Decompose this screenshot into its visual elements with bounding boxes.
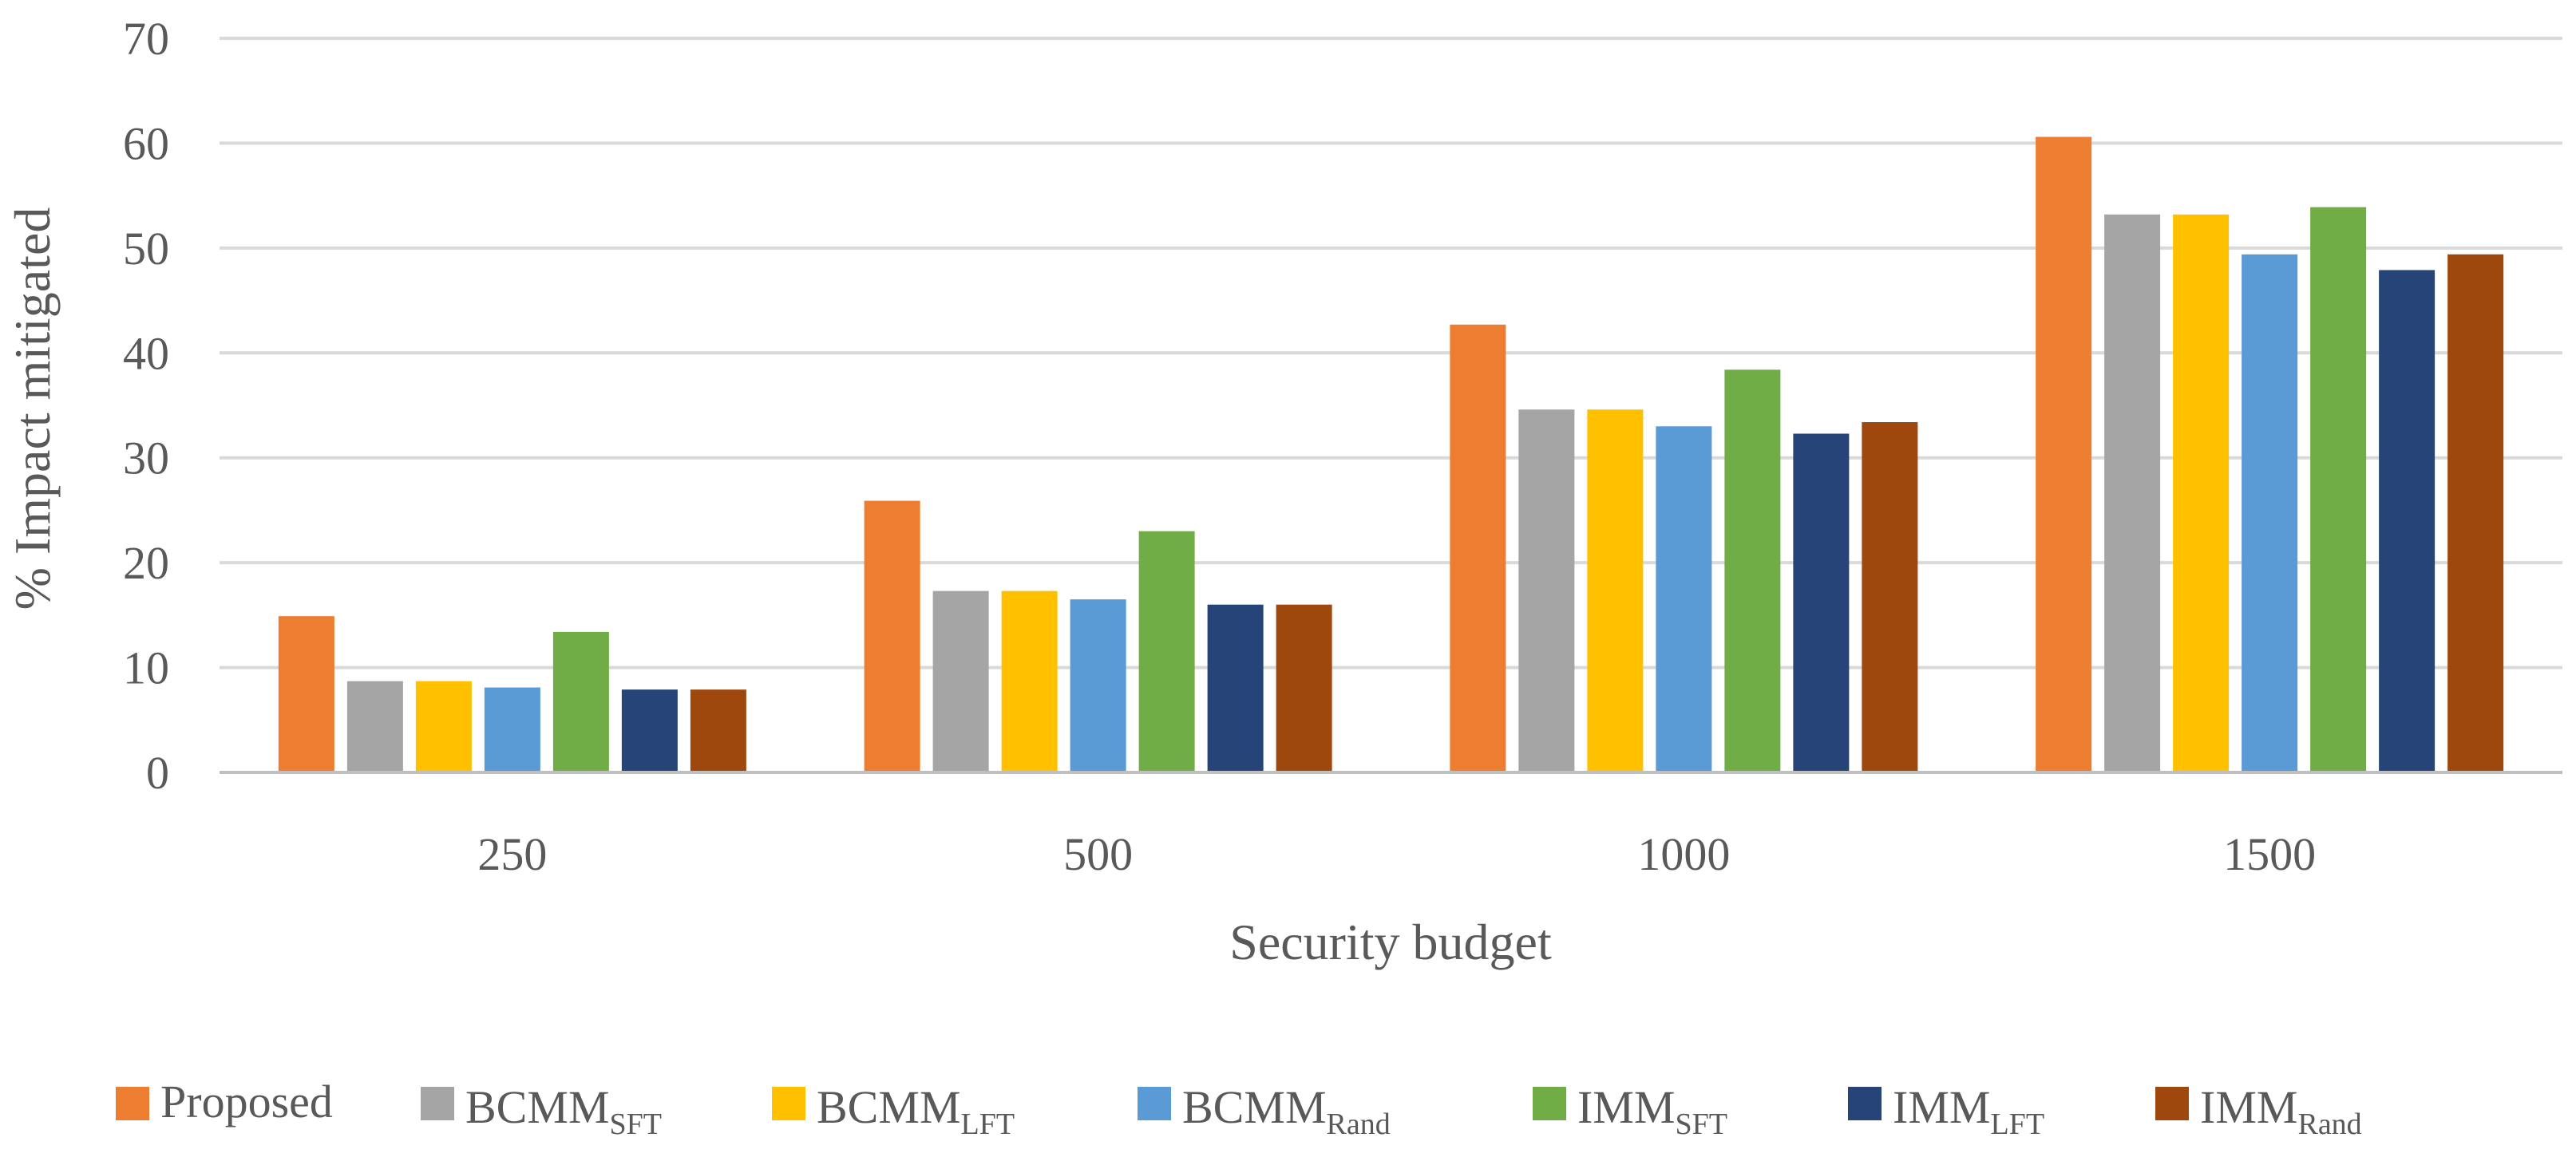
bar [1070,599,1126,772]
bar [864,500,920,772]
legend-label-main: IMM [1893,1081,1990,1133]
bar [1656,426,1712,772]
bar [1518,409,1575,772]
legend: Proposed BCMMSFT BCMMLFT BCMMRand IMMSFT IMML… [116,1076,2362,1141]
bar [1207,604,1264,772]
y-axis-ticks: 0 10 20 30 40 50 60 70 [123,13,169,799]
x-tick-label: 500 [1063,828,1133,880]
bar [1793,433,1850,772]
legend-swatch [1848,1087,1882,1120]
y-tick-label: 40 [123,327,169,379]
bar [2379,270,2436,772]
bar [2242,254,2298,772]
bar [346,681,403,772]
x-tick-label: 250 [477,828,547,880]
legend-item: BCMMLFT [772,1081,1015,1141]
legend-swatch [772,1087,805,1120]
legend-label-main: Proposed [160,1076,333,1127]
legend-label-subscript: LFT [961,1108,1015,1141]
legend-label-main: BCMM [1182,1081,1327,1133]
legend-swatch [116,1087,149,1120]
bar [2104,214,2161,772]
legend-label: BCMMRand [1182,1081,1391,1141]
legend-label-main: IMM [2200,1081,2297,1133]
y-tick-label: 60 [123,117,169,169]
legend-label: BCMMSFT [465,1081,662,1141]
legend-swatch [1533,1087,1566,1120]
x-tick-label: 1000 [1637,828,1730,880]
bars [220,136,2562,774]
legend-label: Proposed [160,1076,333,1127]
legend-label: IMMRand [2200,1081,2362,1141]
legend-item: BCMMSFT [421,1081,662,1141]
y-axis-title: % Impact mitigated [4,207,61,610]
legend-item: BCMMRand [1138,1081,1391,1141]
legend-label-subscript: SFT [1675,1108,1727,1141]
bar [690,689,746,772]
bar [932,590,989,772]
bar [2447,254,2504,772]
legend-item: IMMRand [2155,1081,2362,1141]
y-tick-label: 10 [123,642,169,694]
bar [2310,207,2367,773]
legend-label-subscript: Rand [2297,1108,2361,1141]
legend-swatch [421,1087,454,1120]
legend-label-main: BCMM [817,1081,961,1133]
legend-label-subscript: LFT [1990,1108,2044,1141]
bar [1724,369,1781,772]
legend-swatch [2155,1087,2189,1120]
gridlines [220,37,2562,774]
bar [484,687,540,772]
legend-item: IMMSFT [1533,1081,1727,1141]
bar [1276,604,1332,772]
bar [552,631,609,772]
bar [2173,214,2230,772]
legend-label-main: BCMM [465,1081,610,1133]
legend-label-subscript: Rand [1327,1108,1391,1141]
y-tick-label: 70 [123,13,169,65]
bar [2036,136,2092,773]
y-tick-label: 50 [123,223,169,274]
legend-label: IMMLFT [1893,1081,2044,1141]
bar [1001,590,1058,772]
y-tick-label: 20 [123,537,169,589]
bar [415,681,472,772]
bar [1862,422,1918,772]
bar [278,616,334,772]
bar [1450,324,1506,772]
bar [1587,409,1644,772]
legend-item: IMMLFT [1848,1081,2044,1141]
y-tick-label: 0 [146,747,169,799]
legend-label: IMMSFT [1577,1081,1727,1141]
legend-label-subscript: SFT [610,1108,662,1141]
legend-swatch [1138,1087,1171,1120]
bar [1138,531,1195,772]
legend-item: Proposed [116,1076,333,1127]
x-axis-title: Security budget [1229,914,1552,970]
y-tick-label: 30 [123,432,169,484]
legend-label-main: IMM [1577,1081,1675,1133]
x-axis-ticks: 250 500 1000 1500 [477,828,2316,880]
legend-label: BCMMLFT [817,1081,1015,1141]
bar [621,689,678,772]
x-tick-label: 1500 [2223,828,2316,880]
